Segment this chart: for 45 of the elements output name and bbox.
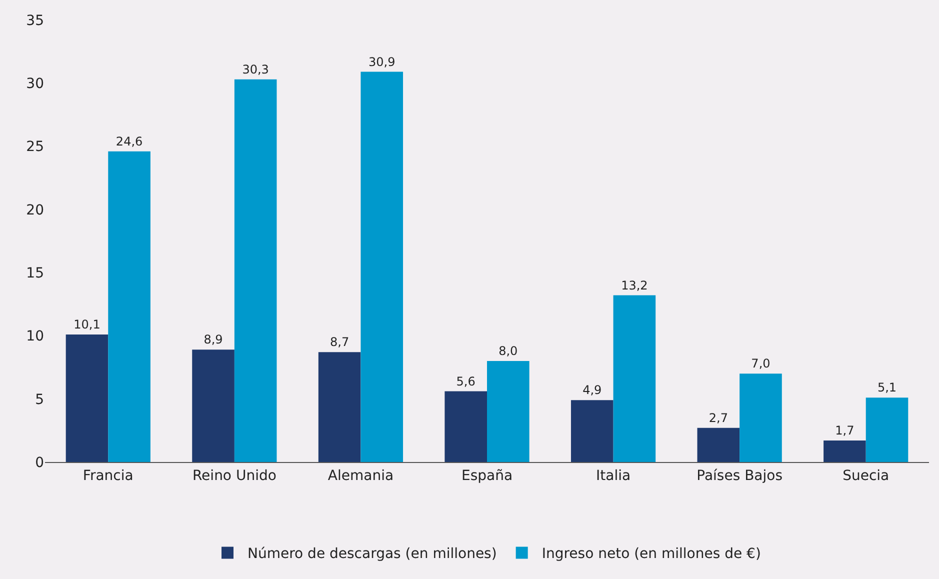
x-tick-label: Países Bajos [696,468,783,484]
data-label: 30,9 [368,54,396,69]
y-tick-label: 10 [26,328,44,345]
y-tick-label: 5 [35,392,44,408]
bar [866,398,908,462]
bar [740,374,782,462]
y-tick-label: 30 [26,76,44,92]
data-label: 4,9 [582,383,602,398]
data-label: 10,1 [74,317,100,332]
bar [318,352,361,462]
y-tick-label: 25 [26,139,44,156]
data-label: 24,6 [116,134,143,148]
bar [66,334,108,462]
y-tick-label: 15 [26,265,44,282]
legend-label: Número de descargas (en millones) [248,546,497,562]
x-tick-label: Suecia [842,468,890,484]
data-label: 8,0 [498,344,518,358]
bar [613,295,656,462]
x-tick-label: Francia [82,468,134,484]
y-tick-label: 0 [35,454,44,471]
bar [192,350,234,462]
bar [360,72,404,462]
data-label: 5,1 [877,380,897,395]
data-label: 8,7 [330,335,350,350]
y-tick-label: 20 [26,202,44,218]
data-label: 13,2 [621,278,648,292]
data-label: 5,6 [456,374,476,388]
x-tick-label: Alemania [328,468,394,484]
legend-label: Ingreso neto (en millones de €) [542,546,761,562]
data-label: 2,7 [708,410,728,425]
data-label: 1,7 [835,424,854,438]
x-tick-label: España [461,468,513,484]
data-label: 7,0 [751,356,770,371]
bar [570,400,614,462]
bar [824,440,866,462]
bar [697,428,740,462]
bar [234,79,277,462]
x-tick-label: Reino Unido [192,468,276,484]
data-label: 8,9 [204,332,223,347]
y-tick-label: 35 [26,12,44,29]
bar [444,391,487,462]
bar [487,360,530,462]
data-label: 30,3 [242,62,269,76]
x-tick-label: Italia [596,468,631,484]
bar [108,151,150,462]
